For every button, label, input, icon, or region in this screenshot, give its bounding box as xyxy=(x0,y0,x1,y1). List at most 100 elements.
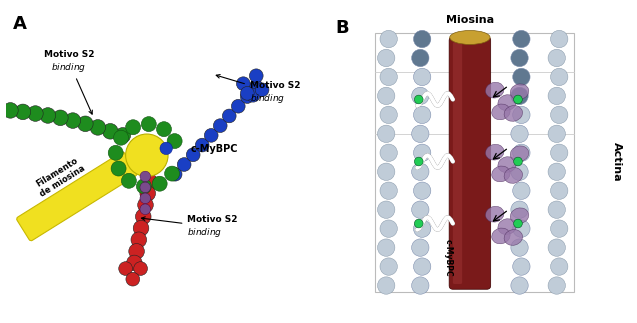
Ellipse shape xyxy=(492,166,510,182)
Circle shape xyxy=(129,244,145,259)
Circle shape xyxy=(138,197,154,213)
Circle shape xyxy=(103,123,118,139)
Circle shape xyxy=(550,30,568,48)
Ellipse shape xyxy=(504,230,522,245)
Circle shape xyxy=(548,201,566,218)
Circle shape xyxy=(513,220,530,237)
Ellipse shape xyxy=(498,219,517,234)
Ellipse shape xyxy=(485,206,504,222)
Circle shape xyxy=(412,277,429,294)
Circle shape xyxy=(378,277,395,294)
Text: Motivo S2
$binding$: Motivo S2 $binding$ xyxy=(141,215,238,239)
Circle shape xyxy=(250,80,263,94)
Circle shape xyxy=(125,134,168,176)
Circle shape xyxy=(550,68,568,86)
Circle shape xyxy=(380,258,397,275)
Circle shape xyxy=(27,106,43,121)
Circle shape xyxy=(236,77,250,90)
Circle shape xyxy=(548,239,566,256)
Circle shape xyxy=(511,87,528,105)
Circle shape xyxy=(548,277,566,294)
Circle shape xyxy=(52,110,68,126)
Circle shape xyxy=(412,49,429,67)
Circle shape xyxy=(550,220,568,237)
Circle shape xyxy=(548,49,566,67)
Circle shape xyxy=(40,108,55,123)
Ellipse shape xyxy=(492,228,510,244)
Ellipse shape xyxy=(510,146,529,162)
Ellipse shape xyxy=(504,106,522,121)
Circle shape xyxy=(140,193,150,203)
Circle shape xyxy=(380,144,397,162)
Circle shape xyxy=(378,163,395,181)
Circle shape xyxy=(115,128,131,143)
Circle shape xyxy=(380,220,397,237)
Circle shape xyxy=(513,258,530,275)
Circle shape xyxy=(168,167,182,181)
Circle shape xyxy=(511,125,528,142)
Circle shape xyxy=(550,258,568,275)
FancyBboxPatch shape xyxy=(449,37,490,289)
Circle shape xyxy=(415,219,423,228)
Circle shape xyxy=(141,117,156,131)
Circle shape xyxy=(164,166,180,181)
Circle shape xyxy=(240,87,254,100)
Ellipse shape xyxy=(504,168,522,183)
Circle shape xyxy=(380,68,397,86)
Circle shape xyxy=(413,30,431,48)
Circle shape xyxy=(136,179,152,194)
Circle shape xyxy=(15,104,31,120)
Ellipse shape xyxy=(485,82,504,98)
Circle shape xyxy=(511,49,528,67)
Circle shape xyxy=(412,125,429,142)
Circle shape xyxy=(378,125,395,142)
Text: c-MyBPC: c-MyBPC xyxy=(190,144,238,154)
Circle shape xyxy=(247,89,260,102)
Circle shape xyxy=(415,95,423,104)
Circle shape xyxy=(413,258,431,275)
Circle shape xyxy=(118,262,132,276)
Ellipse shape xyxy=(498,157,517,172)
Circle shape xyxy=(157,122,171,137)
Circle shape xyxy=(125,120,141,135)
Circle shape xyxy=(413,106,431,124)
Circle shape xyxy=(412,163,429,181)
FancyBboxPatch shape xyxy=(453,42,462,284)
Circle shape xyxy=(513,144,530,162)
Circle shape xyxy=(378,239,395,256)
Circle shape xyxy=(177,158,191,172)
Circle shape xyxy=(513,95,522,104)
Circle shape xyxy=(213,119,227,132)
Circle shape xyxy=(511,239,528,256)
Text: Motivo S2
$binding$: Motivo S2 $binding$ xyxy=(43,50,94,114)
Circle shape xyxy=(513,68,530,86)
Circle shape xyxy=(136,209,151,224)
Circle shape xyxy=(513,30,530,48)
Circle shape xyxy=(240,90,254,103)
Circle shape xyxy=(231,99,245,113)
Circle shape xyxy=(140,182,150,193)
Circle shape xyxy=(378,49,395,67)
Circle shape xyxy=(415,157,423,166)
Circle shape xyxy=(412,201,429,218)
Ellipse shape xyxy=(485,144,504,160)
Circle shape xyxy=(186,148,200,162)
Circle shape xyxy=(550,106,568,124)
Circle shape xyxy=(140,204,150,214)
Circle shape xyxy=(113,130,129,145)
Circle shape xyxy=(160,142,173,155)
Circle shape xyxy=(131,232,147,247)
Ellipse shape xyxy=(510,84,529,99)
Circle shape xyxy=(413,68,431,86)
Circle shape xyxy=(142,174,158,190)
Circle shape xyxy=(550,144,568,162)
Circle shape xyxy=(133,220,149,236)
Circle shape xyxy=(413,144,431,162)
Circle shape xyxy=(513,182,530,199)
Circle shape xyxy=(413,182,431,199)
Circle shape xyxy=(255,83,269,97)
Circle shape xyxy=(204,129,218,142)
Text: A: A xyxy=(13,15,27,33)
Circle shape xyxy=(3,103,18,118)
Circle shape xyxy=(127,255,142,271)
